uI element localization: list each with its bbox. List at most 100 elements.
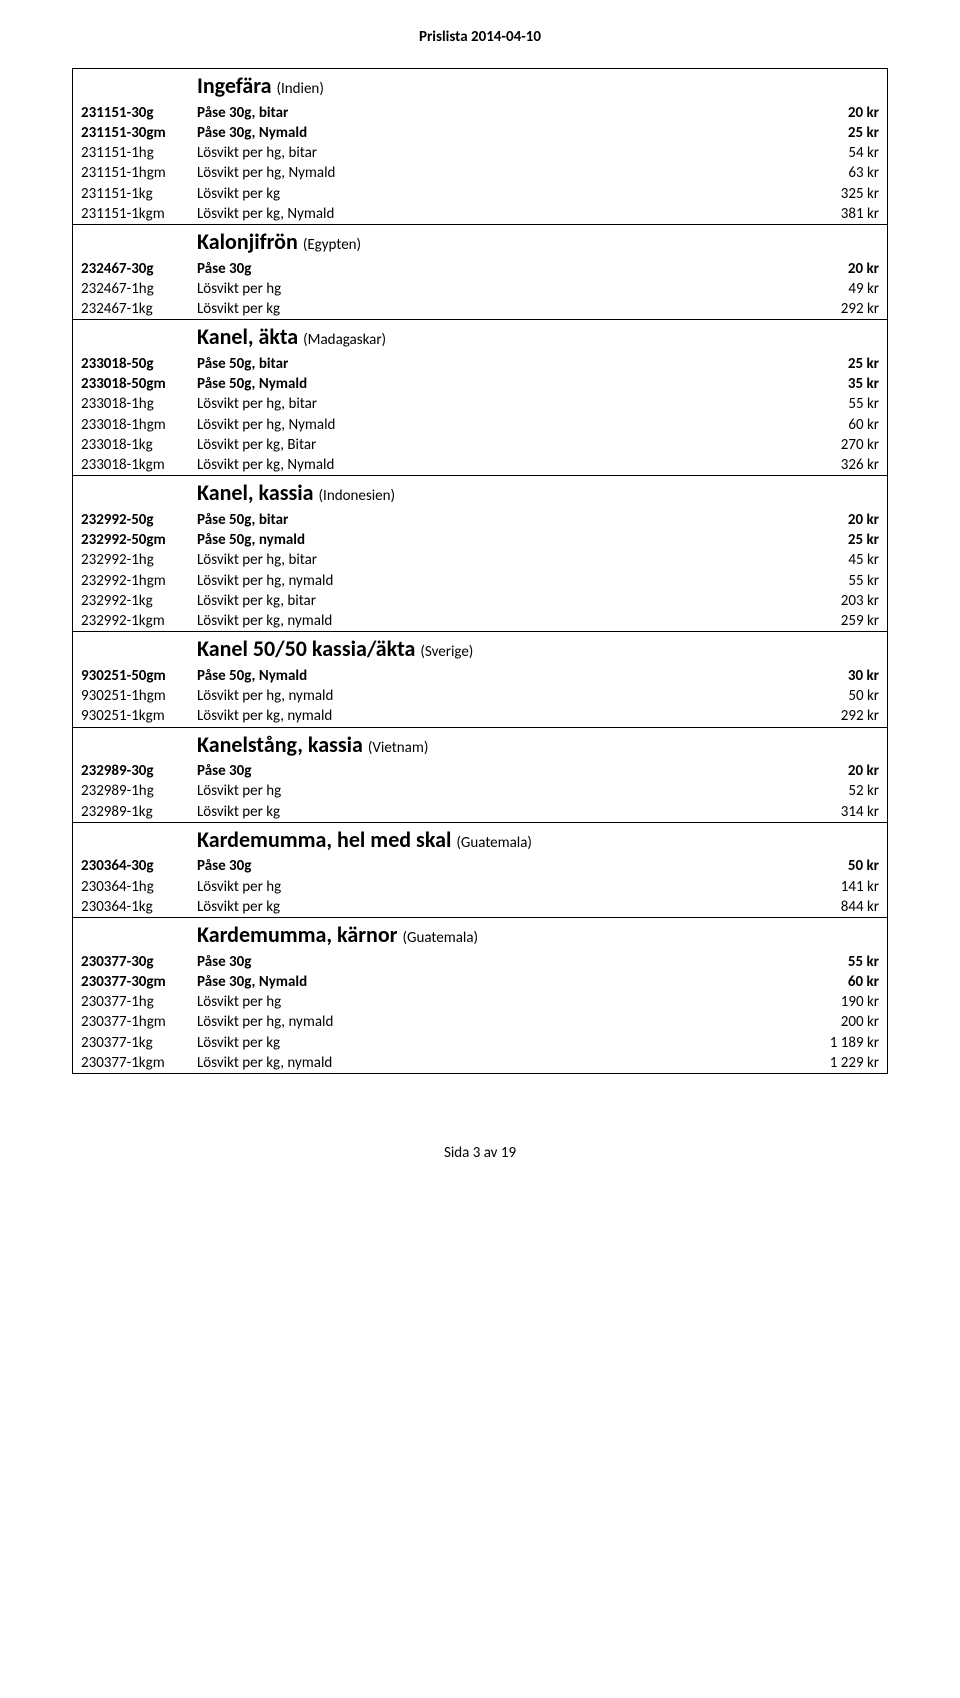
- item-description: Påse 50g, bitar: [197, 510, 789, 530]
- item-price: 55 kr: [789, 571, 879, 591]
- page-footer: Sida 3 av 19: [72, 1144, 888, 1162]
- item-price: 1 229 kr: [789, 1053, 879, 1073]
- item-price: 45 kr: [789, 550, 879, 570]
- item-code: 231151-1hg: [81, 143, 197, 163]
- item-code: 230377-1hg: [81, 992, 197, 1012]
- price-row: 233018-1kgmLösvikt per kg, Nymald326 kr: [73, 455, 887, 475]
- item-price: 141 kr: [789, 877, 879, 897]
- item-description: Påse 30g: [197, 952, 789, 972]
- price-row: 233018-50gmPåse 50g, Nymald35 kr: [73, 374, 887, 394]
- price-row: 230377-1hgLösvikt per hg190 kr: [73, 992, 887, 1012]
- item-code: 930251-1hgm: [81, 686, 197, 706]
- item-price: 20 kr: [789, 259, 879, 279]
- item-code: 233018-1hg: [81, 394, 197, 414]
- item-price: 270 kr: [789, 435, 879, 455]
- item-price: 63 kr: [789, 163, 879, 183]
- item-description: Lösvikt per kg: [197, 897, 789, 917]
- price-section: Kardemumma, kärnor (Guatemala)230377-30g…: [72, 918, 888, 1074]
- item-code: 233018-50gm: [81, 374, 197, 394]
- item-description: Påse 30g, bitar: [197, 103, 789, 123]
- item-price: 292 kr: [789, 299, 879, 319]
- item-code: 232992-50gm: [81, 530, 197, 550]
- price-row: 233018-1hgmLösvikt per hg, Nymald60 kr: [73, 415, 887, 435]
- item-code: 232989-1hg: [81, 781, 197, 801]
- section-title: Kardemumma, kärnor (Guatemala): [73, 918, 887, 952]
- item-price: 326 kr: [789, 455, 879, 475]
- item-code: 230377-30gm: [81, 972, 197, 992]
- item-price: 190 kr: [789, 992, 879, 1012]
- item-code: 230364-1hg: [81, 877, 197, 897]
- item-code: 231151-1hgm: [81, 163, 197, 183]
- item-code: 230377-1hgm: [81, 1012, 197, 1032]
- item-code: 230377-1kg: [81, 1033, 197, 1053]
- item-code: 232992-1hgm: [81, 571, 197, 591]
- price-section: Kanel, äkta (Madagaskar)233018-50gPåse 5…: [72, 320, 888, 476]
- item-code: 230377-30g: [81, 952, 197, 972]
- item-description: Lösvikt per kg, nymald: [197, 1053, 789, 1073]
- item-price: 20 kr: [789, 510, 879, 530]
- item-price: 1 189 kr: [789, 1033, 879, 1053]
- item-code: 232992-50g: [81, 510, 197, 530]
- price-row: 232989-1hgLösvikt per hg52 kr: [73, 781, 887, 801]
- item-price: 844 kr: [789, 897, 879, 917]
- product-name: Kardemumma, kärnor: [197, 921, 397, 948]
- product-origin: (Madagaskar): [303, 331, 386, 349]
- item-description: Påse 30g, Nymald: [197, 123, 789, 143]
- item-price: 25 kr: [789, 530, 879, 550]
- item-price: 292 kr: [789, 706, 879, 726]
- item-code: 233018-50g: [81, 354, 197, 374]
- item-price: 50 kr: [789, 686, 879, 706]
- product-name: Kanelstång, kassia: [197, 731, 363, 758]
- price-row: 231151-30gPåse 30g, bitar20 kr: [73, 103, 887, 123]
- price-row: 232989-1kgLösvikt per kg314 kr: [73, 802, 887, 822]
- product-name: Kanel, äkta: [197, 323, 298, 350]
- price-row: 231151-1kgmLösvikt per kg, Nymald381 kr: [73, 204, 887, 224]
- price-row: 230377-1kgLösvikt per kg1 189 kr: [73, 1033, 887, 1053]
- item-description: Lösvikt per hg, nymald: [197, 686, 789, 706]
- price-row: 230377-30gmPåse 30g, Nymald60 kr: [73, 972, 887, 992]
- item-code: 232467-1hg: [81, 279, 197, 299]
- item-description: Lösvikt per kg, Nymald: [197, 455, 789, 475]
- item-price: 25 kr: [789, 354, 879, 374]
- item-code: 930251-50gm: [81, 666, 197, 686]
- item-description: Lösvikt per hg, nymald: [197, 571, 789, 591]
- price-row: 230377-30gPåse 30g55 kr: [73, 952, 887, 972]
- item-description: Lösvikt per hg, bitar: [197, 550, 789, 570]
- item-code: 930251-1kgm: [81, 706, 197, 726]
- price-row: 232992-1hgLösvikt per hg, bitar45 kr: [73, 550, 887, 570]
- item-price: 20 kr: [789, 103, 879, 123]
- item-code: 231151-1kgm: [81, 204, 197, 224]
- product-origin: (Guatemala): [456, 834, 532, 852]
- price-section: Kanel, kassia (Indonesien)232992-50gPåse…: [72, 476, 888, 632]
- section-title: Kanel, äkta (Madagaskar): [73, 320, 887, 354]
- section-title: Kalonjifrön (Egypten): [73, 225, 887, 259]
- price-row: 230364-1hgLösvikt per hg141 kr: [73, 877, 887, 897]
- price-row: 230377-1kgmLösvikt per kg, nymald1 229 k…: [73, 1053, 887, 1073]
- price-row: 232467-1hgLösvikt per hg49 kr: [73, 279, 887, 299]
- item-price: 50 kr: [789, 856, 879, 876]
- item-description: Lösvikt per hg: [197, 877, 789, 897]
- item-code: 232989-1kg: [81, 802, 197, 822]
- item-description: Lösvikt per kg: [197, 802, 789, 822]
- section-title: Ingefära (Indien): [73, 69, 887, 103]
- item-description: Lösvikt per kg: [197, 1033, 789, 1053]
- price-row: 232992-50gmPåse 50g, nymald25 kr: [73, 530, 887, 550]
- product-origin: (Sverige): [420, 643, 473, 661]
- price-section: Kanelstång, kassia (Vietnam)232989-30gPå…: [72, 728, 888, 823]
- price-row: 930251-1hgmLösvikt per hg, nymald50 kr: [73, 686, 887, 706]
- item-code: 232467-30g: [81, 259, 197, 279]
- price-row: 930251-1kgmLösvikt per kg, nymald292 kr: [73, 706, 887, 726]
- item-price: 60 kr: [789, 415, 879, 435]
- item-description: Lösvikt per hg: [197, 279, 789, 299]
- item-description: Påse 30g: [197, 761, 789, 781]
- price-row: 232992-1hgmLösvikt per hg, nymald55 kr: [73, 571, 887, 591]
- price-row: 232467-1kgLösvikt per kg292 kr: [73, 299, 887, 319]
- product-name: Kardemumma, hel med skal: [197, 826, 451, 853]
- item-price: 55 kr: [789, 394, 879, 414]
- item-price: 381 kr: [789, 204, 879, 224]
- item-price: 314 kr: [789, 802, 879, 822]
- item-price: 60 kr: [789, 972, 879, 992]
- price-row: 230377-1hgmLösvikt per hg, nymald200 kr: [73, 1012, 887, 1032]
- item-code: 230377-1kgm: [81, 1053, 197, 1073]
- price-row: 233018-1hgLösvikt per hg, bitar55 kr: [73, 394, 887, 414]
